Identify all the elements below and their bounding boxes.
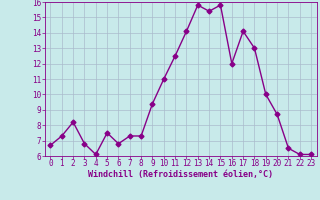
X-axis label: Windchill (Refroidissement éolien,°C): Windchill (Refroidissement éolien,°C) bbox=[88, 170, 273, 179]
